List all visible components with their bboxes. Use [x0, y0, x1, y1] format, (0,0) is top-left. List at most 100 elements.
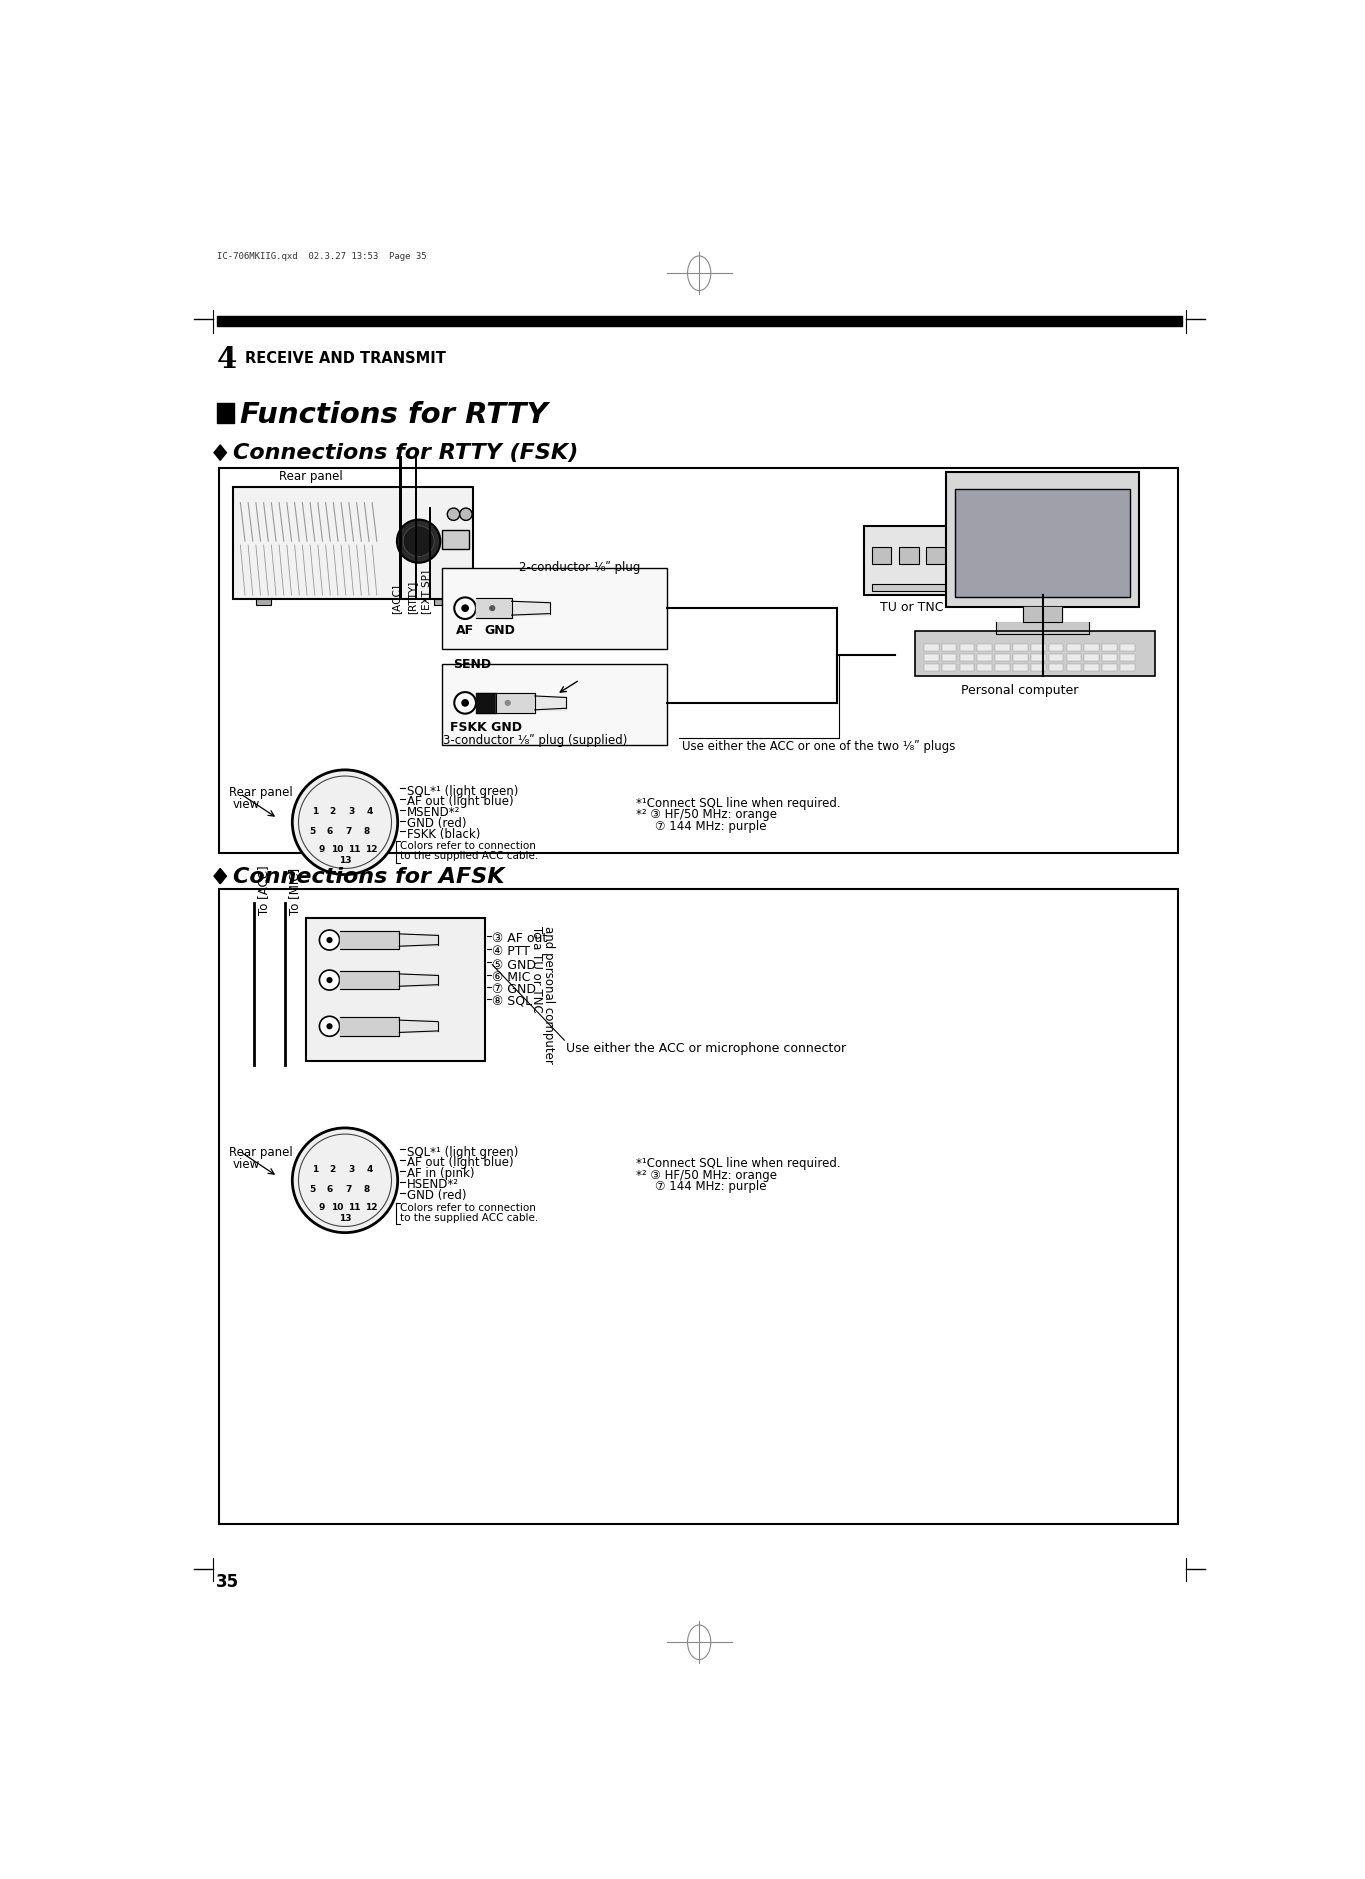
Bar: [218, 468, 1178, 853]
Text: Use either the ACC or microphone connector: Use either the ACC or microphone connect…: [566, 1041, 846, 1054]
Text: AF in (pink): AF in (pink): [407, 1167, 475, 1180]
Bar: [1031, 663, 1046, 671]
Text: 1: 1: [313, 1165, 318, 1174]
Text: 1: 1: [313, 806, 318, 815]
Text: *² ③ HF/50 MHz: orange: *² ③ HF/50 MHz: orange: [636, 808, 777, 821]
Bar: [1066, 663, 1081, 671]
Text: Rear panel: Rear panel: [278, 470, 343, 483]
Circle shape: [326, 1024, 333, 1030]
Bar: [927, 547, 946, 564]
Bar: [977, 654, 992, 661]
Bar: [1013, 644, 1028, 650]
Text: To a TU or TNC: To a TU or TNC: [530, 926, 543, 1013]
Bar: [1102, 644, 1117, 650]
Text: ⑥ MIC: ⑥ MIC: [493, 971, 531, 985]
Bar: [218, 889, 1178, 1524]
Text: 10: 10: [332, 1204, 344, 1212]
Text: Functions for RTTY: Functions for RTTY: [240, 400, 549, 428]
Text: 3: 3: [348, 806, 355, 815]
Text: RECEIVE AND TRANSMIT: RECEIVE AND TRANSMIT: [246, 351, 446, 366]
Bar: [960, 644, 975, 650]
Circle shape: [403, 526, 434, 556]
Circle shape: [505, 699, 511, 707]
Text: GND: GND: [485, 624, 516, 637]
Text: ⑧ SQL: ⑧ SQL: [493, 996, 532, 1009]
Circle shape: [319, 970, 340, 990]
Bar: [864, 526, 992, 596]
Text: view: view: [232, 799, 259, 812]
Text: 3: 3: [348, 1165, 355, 1174]
Text: 9: 9: [318, 846, 325, 855]
Bar: [306, 919, 485, 1062]
Bar: [946, 472, 1140, 607]
Text: 4: 4: [217, 346, 238, 374]
Text: 9: 9: [318, 1204, 325, 1212]
Text: 35: 35: [216, 1573, 239, 1592]
Bar: [955, 489, 1130, 598]
Text: SQL*¹ (light green): SQL*¹ (light green): [407, 1146, 519, 1159]
Text: [RTTY]: [RTTY]: [407, 581, 418, 614]
Text: Rear panel: Rear panel: [229, 785, 292, 799]
Text: 6: 6: [326, 1186, 333, 1193]
Text: 2: 2: [329, 1165, 336, 1174]
Text: ⑦ 144 MHz: purple: ⑦ 144 MHz: purple: [655, 819, 767, 832]
Text: AF out (light blue): AF out (light blue): [407, 1156, 513, 1169]
Circle shape: [460, 507, 472, 520]
Bar: [255, 599, 272, 605]
Bar: [1048, 644, 1063, 650]
Text: FSKK (black): FSKK (black): [407, 827, 480, 840]
Text: MSEND*²: MSEND*²: [407, 806, 460, 819]
Bar: [1031, 644, 1046, 650]
Text: Connections for AFSK: Connections for AFSK: [232, 866, 504, 887]
Bar: [1013, 654, 1028, 661]
Bar: [1121, 654, 1134, 661]
Text: FSKK GND: FSKK GND: [449, 720, 521, 733]
Bar: [977, 644, 992, 650]
Bar: [1121, 663, 1134, 671]
Text: GND (red): GND (red): [407, 817, 467, 831]
Bar: [872, 584, 984, 592]
Bar: [995, 654, 1010, 661]
Text: SEND: SEND: [453, 658, 491, 671]
Text: view: view: [232, 1157, 259, 1171]
Bar: [442, 665, 666, 746]
Text: AF out (light blue): AF out (light blue): [407, 795, 513, 808]
Circle shape: [292, 1127, 397, 1233]
Circle shape: [319, 1017, 340, 1037]
Text: 4: 4: [367, 1165, 373, 1174]
Text: 5: 5: [310, 1186, 315, 1193]
Bar: [942, 654, 957, 661]
Text: ⑦ GND: ⑦ GND: [493, 983, 536, 996]
Text: *¹Connect SQL line when required.: *¹Connect SQL line when required.: [636, 1157, 841, 1171]
Bar: [995, 644, 1010, 650]
Text: 11: 11: [348, 1204, 360, 1212]
Text: ⑦ 144 MHz: purple: ⑦ 144 MHz: purple: [655, 1180, 767, 1193]
Text: 7: 7: [345, 827, 351, 836]
Bar: [924, 644, 939, 650]
Circle shape: [326, 977, 333, 983]
Text: GND (red): GND (red): [407, 1189, 467, 1203]
Bar: [399, 457, 401, 599]
Circle shape: [397, 520, 441, 562]
Text: Use either the ACC or one of the two ¹⁄₈ʺ plugs: Use either the ACC or one of the two ¹⁄₈…: [682, 740, 956, 753]
Bar: [434, 599, 449, 605]
Text: 13: 13: [339, 1214, 351, 1223]
Circle shape: [299, 776, 392, 868]
Bar: [872, 547, 891, 564]
Text: 4: 4: [367, 806, 373, 815]
Polygon shape: [214, 445, 227, 460]
Circle shape: [489, 605, 495, 611]
Bar: [942, 663, 957, 671]
Bar: [1084, 644, 1099, 650]
Bar: [1102, 663, 1117, 671]
Text: SQL*¹ (light green): SQL*¹ (light green): [407, 785, 519, 797]
Text: 2-conductor ¹⁄₈ʺ plug: 2-conductor ¹⁄₈ʺ plug: [519, 562, 640, 575]
Bar: [924, 663, 939, 671]
Text: Colors refer to connection: Colors refer to connection: [400, 842, 536, 851]
Bar: [1102, 654, 1117, 661]
Text: 5: 5: [310, 827, 315, 836]
Text: [EXT SP]: [EXT SP]: [420, 569, 431, 614]
Bar: [960, 654, 975, 661]
Circle shape: [455, 691, 476, 714]
Text: 12: 12: [364, 846, 378, 855]
